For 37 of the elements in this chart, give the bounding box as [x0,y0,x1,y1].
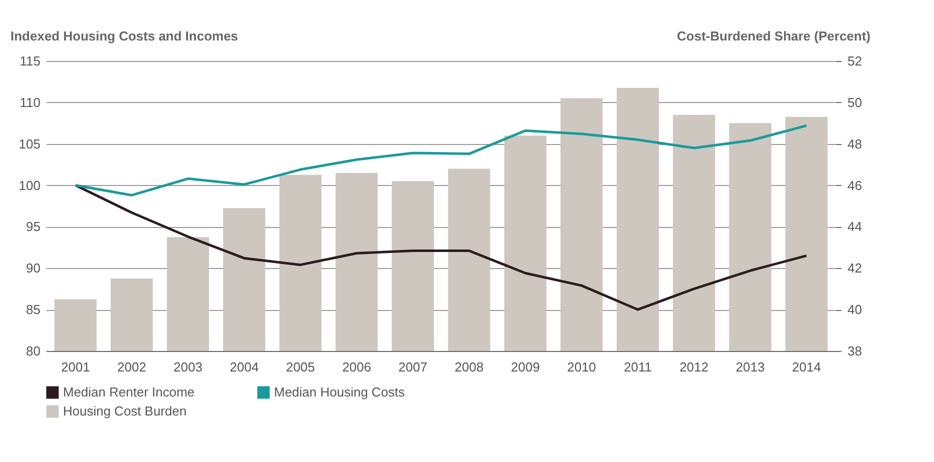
y2-axis-title: Cost-Burdened Share (Percent) [676,28,870,44]
y2-tick-label: 52 [848,54,862,68]
line-series [74,124,808,196]
line-series [74,184,808,311]
x-tick-label: 2006 [342,360,372,374]
y2-tick-label: 50 [848,94,862,110]
y-tick-label: 105 [18,136,40,152]
x-tick-label: 2007 [398,360,428,374]
x-tick-label: 2008 [454,360,484,374]
x-tick-label: 2011 [624,360,652,374]
y2-tick-label: 42 [848,260,862,276]
y-tick-label: 85 [26,302,40,318]
x-tick-label: 2012 [680,360,708,374]
y2-tick-label: 48 [848,136,862,152]
x-tick-label: 2001 [61,360,90,374]
x-tick-label: 2010 [567,360,596,374]
y-tick-label: 80 [26,344,40,358]
y-axis-title: Indexed Housing Costs and Incomes [10,28,238,44]
y2-tick-label: 38 [848,344,862,358]
x-tick-label: 2014 [792,360,821,374]
y2-tick-label: 40 [848,302,862,318]
x-tick-label: 2005 [286,360,315,374]
y-tick-label: 100 [18,178,40,193]
y2-tick-label: 44 [848,219,862,234]
y-tick-label: 95 [26,219,40,234]
y-tick-label: 110 [20,94,40,110]
legend-label: Median Housing Costs [274,384,406,400]
x-tick-label: 2003 [174,360,202,374]
y-tick-label: 90 [26,260,40,276]
legend-label: Median Renter Income [63,384,195,400]
x-tick-label: 2002 [117,360,146,374]
x-tick-label: 2009 [510,360,540,374]
y2-tick-label: 46 [848,178,862,193]
x-tick-label: 2013 [736,360,765,374]
y-tick-label: 115 [20,54,40,68]
x-tick-label: 2004 [230,360,259,374]
legend-label: Housing Cost Burden [63,404,187,418]
